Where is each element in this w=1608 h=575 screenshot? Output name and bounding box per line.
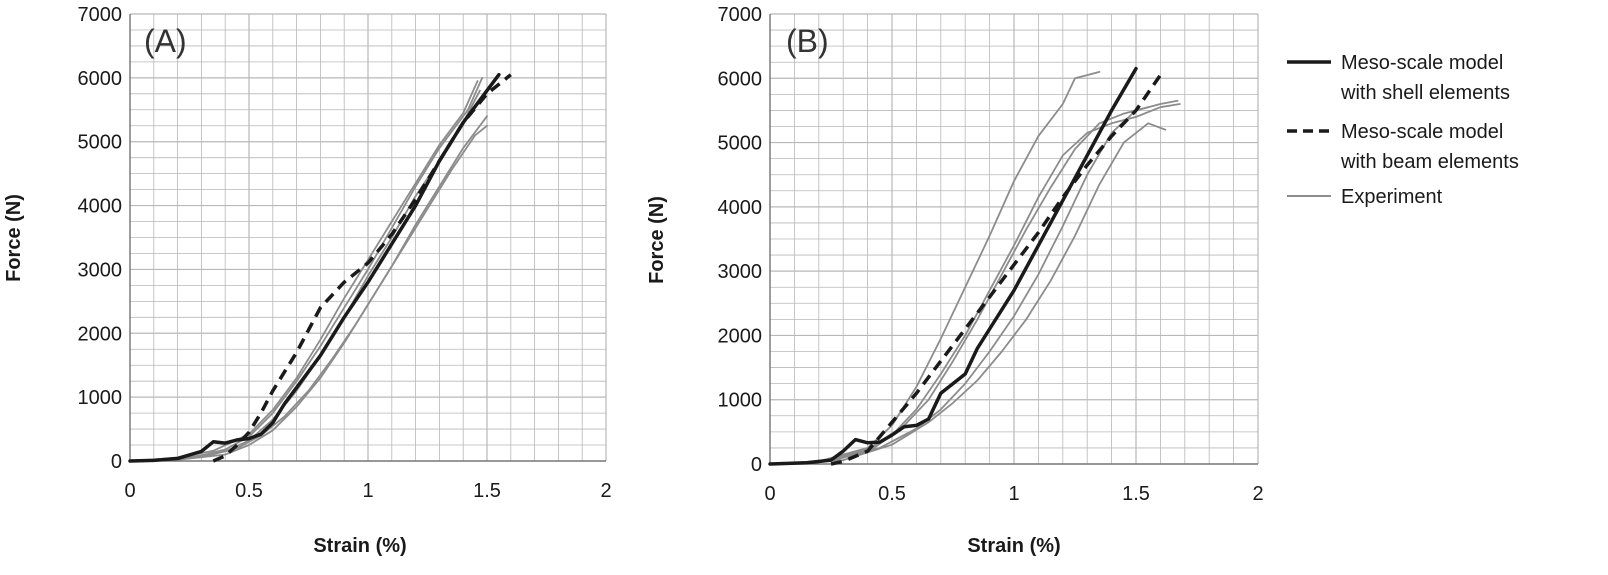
panel-a-y-tick-label: 2000 <box>78 323 123 345</box>
legend-label-experiment: Experiment <box>1341 186 1443 208</box>
panel-a-x-tick-label: 2 <box>600 480 611 502</box>
panel-b-y-tick-label: 6000 <box>718 68 763 90</box>
panel-b-x-axis-title: Strain (%) <box>967 535 1060 557</box>
panel-a-y-tick-label: 0 <box>111 451 122 473</box>
panel-b-y-axis-title: Force (N) <box>646 196 668 284</box>
panel-a-series-experiment-3 <box>129 77 484 462</box>
legend-label-beam-line1: Meso-scale model <box>1341 121 1503 143</box>
panel-b-y-ticks: 0 1000 2000 3000 4000 5000 6000 7000 <box>718 4 763 476</box>
panel-a-y-tick-label: 6000 <box>78 68 123 90</box>
panel-b-x-tick-label: 1 <box>1008 483 1019 505</box>
panel-a-y-tick-label: 1000 <box>78 387 123 409</box>
panel-b-label: (B) <box>786 23 829 59</box>
panel-b-y-tick-label: 4000 <box>718 197 763 219</box>
panel-a-x-tick-label: 0.5 <box>235 480 263 502</box>
panel-a-y-tick-label: 7000 <box>78 4 123 26</box>
panel-a-y-tick-label: 4000 <box>78 196 123 218</box>
panel-a-series-experiment-2 <box>129 115 488 462</box>
panel-a-x-tick-label: 0 <box>124 480 135 502</box>
panel-a-series-experiment-1 <box>129 89 481 462</box>
legend-label-beam-line2: with beam elements <box>1340 151 1519 173</box>
panel-a-series-beam-model <box>212 73 512 463</box>
legend-label-shell-line1: Meso-scale model <box>1341 52 1503 74</box>
panel-a-y-tick-label: 5000 <box>78 132 123 154</box>
panel-b-series-experiment-3 <box>769 99 1179 465</box>
panel-b-y-tick-label: 2000 <box>718 325 763 347</box>
panel-b-x-tick-label: 0 <box>764 483 775 505</box>
panel-a-series-experiment-4 <box>129 124 488 462</box>
panel-b-series-beam-model <box>830 74 1162 466</box>
panel-a-label: (A) <box>144 23 187 59</box>
panel-b-grid <box>769 13 1259 465</box>
panel-a-y-ticks: 0 1000 2000 3000 4000 5000 6000 7000 <box>78 4 123 473</box>
panel-a-series-experiment-5 <box>129 80 479 462</box>
panel-b-series-experiment-2 <box>769 103 1181 465</box>
panel-b-series <box>768 66 1181 466</box>
panel-b-x-ticks: 0 0.5 1 1.5 2 <box>764 483 1263 505</box>
panel-a-y-tick-label: 3000 <box>78 259 123 281</box>
panel-b-x-tick-label: 1.5 <box>1122 483 1150 505</box>
panel-b-y-tick-label: 5000 <box>718 133 763 155</box>
panel-a-x-axis-title: Strain (%) <box>313 535 406 557</box>
panel-b-y-tick-label: 1000 <box>718 390 763 412</box>
panel-a-y-axis-title: Force (N) <box>3 194 25 282</box>
panel-b-series-experiment-4 <box>769 122 1167 465</box>
panel-b-x-tick-label: 0.5 <box>878 483 906 505</box>
panel-b-y-tick-label: 7000 <box>718 4 763 26</box>
panel-a-x-tick-label: 1.5 <box>473 480 501 502</box>
panel-b-x-tick-label: 2 <box>1252 483 1263 505</box>
panel-a-grid <box>129 13 607 462</box>
legend: Meso-scale model with shell elements Mes… <box>1287 52 1519 208</box>
panel-b-y-tick-label: 0 <box>751 454 762 476</box>
panel-b-y-tick-label: 3000 <box>718 261 763 283</box>
legend-label-shell-line2: with shell elements <box>1340 82 1510 104</box>
panel-a-series-shell-model <box>128 72 501 463</box>
panel-a-x-ticks: 0 0.5 1 1.5 2 <box>124 480 611 502</box>
panel-b-series-shell-model <box>768 66 1138 466</box>
panel-a-series <box>128 72 512 463</box>
panel-a-x-tick-label: 1 <box>362 480 373 502</box>
